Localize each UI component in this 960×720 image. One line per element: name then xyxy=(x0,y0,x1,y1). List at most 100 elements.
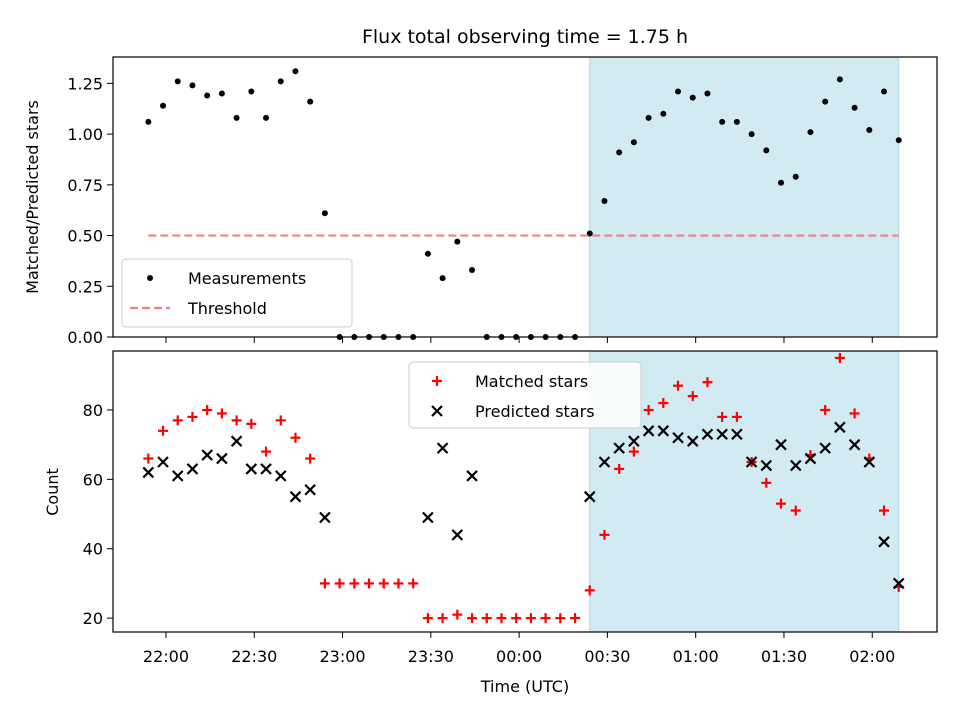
top-plot: 0.00 0.25 0.50 0.75 1.00 1.25 Measurements Thre… xyxy=(67,56,938,347)
top-highlight-region xyxy=(589,56,900,338)
predicted-stars-point xyxy=(216,452,228,465)
predicted-stars-point xyxy=(745,456,758,468)
matched-stars-point xyxy=(393,578,404,589)
bottom-y-tick-label: 40 xyxy=(83,540,103,559)
matched-stars-point xyxy=(511,613,522,624)
bottom-legend-box xyxy=(408,361,642,429)
predicted-stars-point xyxy=(789,459,802,472)
measurements-point xyxy=(778,179,785,186)
measurements-point xyxy=(836,76,843,83)
predicted-stars-point xyxy=(466,470,478,482)
top-legend: Measurements Threshold xyxy=(121,258,353,328)
matched-stars-point xyxy=(481,613,492,624)
measurements-point xyxy=(321,210,328,217)
measurements-point xyxy=(160,102,167,109)
bottom-y-tick-label: 20 xyxy=(83,609,103,628)
measurements-point xyxy=(233,114,240,121)
measurements-point xyxy=(645,114,652,121)
x-tick-label: 00:00 xyxy=(496,647,542,666)
measurements-point xyxy=(851,104,858,111)
predicted-stars-point xyxy=(583,490,596,503)
measurements-point xyxy=(174,78,181,85)
measurements-point xyxy=(689,94,696,101)
x-tick-label: 22:00 xyxy=(143,647,189,666)
x-axis-label: Time (UTC) xyxy=(480,677,569,696)
measurements-legend-swatch xyxy=(147,275,153,281)
matched-stars-legend-label: Matched stars xyxy=(475,372,588,391)
predicted-stars-point xyxy=(672,431,684,444)
predicted-stars-point xyxy=(230,435,243,447)
matched-stars-point xyxy=(364,578,375,589)
top-legend-box xyxy=(121,258,353,328)
predicted-stars-point xyxy=(171,470,184,482)
matched-stars-point xyxy=(658,398,669,409)
measurements-point xyxy=(719,118,726,125)
matched-stars-point xyxy=(525,613,536,624)
predicted-stars-point xyxy=(804,452,817,465)
top-y-tick-label: 0.50 xyxy=(67,227,103,246)
measurements-point xyxy=(248,88,255,95)
x-tick-label: 23:30 xyxy=(408,647,454,666)
predicted-stars-point xyxy=(289,490,302,503)
predicted-stars-point xyxy=(274,470,287,482)
measurements-point xyxy=(616,149,623,156)
matched-stars-point xyxy=(761,477,772,488)
matched-stars-point xyxy=(628,446,639,457)
measurements-point xyxy=(763,147,770,154)
predicted-stars-point xyxy=(775,438,787,451)
top-y-tick-label: 0.25 xyxy=(67,277,103,296)
predicted-stars-point xyxy=(319,511,331,524)
bottom-legend: Matched stars Predicted stars xyxy=(408,361,642,429)
predicted-stars-legend-label: Predicted stars xyxy=(475,402,595,421)
measurements-point xyxy=(748,131,755,138)
matched-stars-point xyxy=(570,613,581,624)
predicted-stars-point xyxy=(436,442,449,454)
x-tick-label: 02:00 xyxy=(849,647,895,666)
measurements-point xyxy=(733,118,740,125)
measurements-point xyxy=(895,137,902,144)
matched-stars-point xyxy=(246,418,257,429)
matched-stars-point xyxy=(643,404,654,415)
matched-stars-point xyxy=(702,377,713,388)
predicted-stars-point xyxy=(613,442,625,454)
measurements-point xyxy=(792,173,799,180)
predicted-stars-legend-swatch xyxy=(431,405,443,417)
measurements-point xyxy=(675,88,682,95)
measurements-point xyxy=(454,238,461,245)
predicted-stars-point xyxy=(304,483,316,496)
measurements-point xyxy=(292,68,299,75)
threshold-legend-label: Threshold xyxy=(187,299,267,318)
matched-stars-point xyxy=(452,609,463,620)
chart-title: Flux total observing time = 1.75 h xyxy=(362,26,688,48)
predicted-stars-point xyxy=(760,459,773,472)
x-tick-label: 01:00 xyxy=(673,647,719,666)
matched-stars-point xyxy=(172,415,183,426)
predicted-stars-point xyxy=(186,463,199,475)
matched-stars-point xyxy=(319,578,330,589)
measurements-point xyxy=(263,114,270,121)
measurements-point xyxy=(439,275,446,282)
predicted-stars-point xyxy=(260,463,272,475)
top-y-axis-label: Matched/Predicted stars xyxy=(23,100,42,294)
bottom-axes-frame xyxy=(112,350,938,633)
matched-stars-point xyxy=(408,578,419,589)
matched-stars-point xyxy=(790,505,801,516)
measurements-point xyxy=(704,90,711,97)
measurements-point xyxy=(601,198,608,205)
matched-stars-point xyxy=(717,411,728,422)
matched-stars-point xyxy=(216,408,227,419)
matched-stars-point xyxy=(422,613,433,624)
matched-stars-point xyxy=(334,578,345,589)
measurements-point xyxy=(189,82,196,89)
matched-stars-point xyxy=(614,463,625,474)
matched-stars-point xyxy=(187,411,198,422)
predicted-stars-point xyxy=(701,428,714,441)
matched-stars-point xyxy=(275,415,286,426)
measurements-point xyxy=(424,250,431,257)
bottom-y-tick-label: 60 xyxy=(83,470,103,489)
x-tick-label: 23:00 xyxy=(319,647,365,666)
predicted-stars-point xyxy=(157,456,169,468)
top-axes-frame xyxy=(112,56,938,338)
predicted-stars-point xyxy=(848,438,861,451)
measurements-point xyxy=(218,90,225,97)
